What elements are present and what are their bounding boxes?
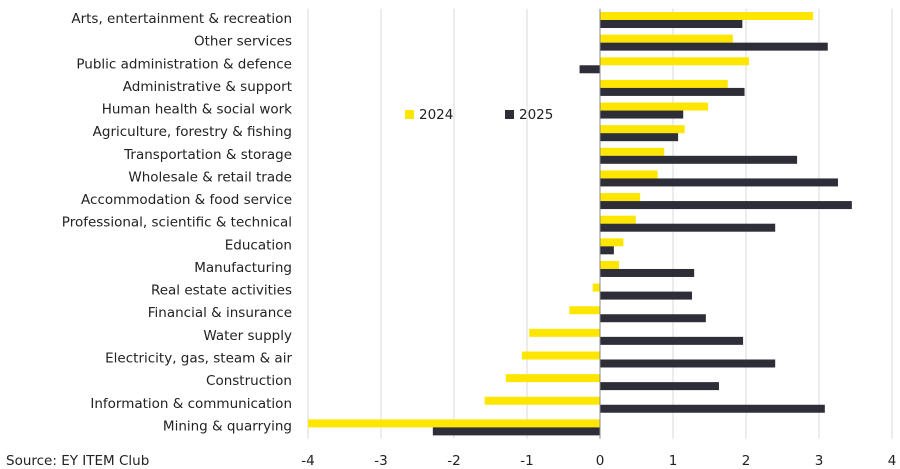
bar xyxy=(600,178,838,187)
bar xyxy=(569,306,600,315)
bar xyxy=(529,328,600,337)
y-tick-label: Administrative & support xyxy=(123,79,292,95)
y-tick-label: Financial & insurance xyxy=(148,305,292,321)
bar xyxy=(600,133,679,142)
y-tick-label: Manufacturing xyxy=(194,260,292,276)
y-tick-label: Wholesale & retail trade xyxy=(128,169,292,185)
y-tick-label: Electricity, gas, steam & air xyxy=(105,350,292,366)
bar xyxy=(600,215,636,224)
y-tick-label: Arts, entertainment & recreation xyxy=(71,11,292,27)
legend-label: 2025 xyxy=(519,107,553,123)
bar xyxy=(308,419,600,428)
bar xyxy=(600,87,745,96)
x-tick-label: 2 xyxy=(742,453,751,469)
bar xyxy=(600,193,641,202)
bar xyxy=(600,382,719,391)
bar xyxy=(600,268,695,277)
bar xyxy=(600,79,728,88)
x-tick-label: -2 xyxy=(447,453,460,469)
y-tick-label: Water supply xyxy=(203,328,292,344)
bar xyxy=(600,359,776,368)
bar xyxy=(600,404,825,413)
x-tick-label: 1 xyxy=(669,453,678,469)
y-tick-label: Professional, scientific & technical xyxy=(62,215,292,231)
y-tick-label: Public administration & defence xyxy=(76,56,292,72)
bar xyxy=(600,314,706,323)
bar xyxy=(505,374,600,383)
bar xyxy=(579,65,600,74)
x-tick-label: 0 xyxy=(596,453,605,469)
bar xyxy=(600,201,852,210)
bar xyxy=(600,34,733,43)
bar xyxy=(484,396,600,405)
bar xyxy=(432,427,600,436)
y-tick-label: Agriculture, forestry & fishing xyxy=(93,124,292,140)
source: Source: EY ITEM Club xyxy=(6,453,149,469)
y-tick-label: Other services xyxy=(194,34,292,50)
y-tick-label: Mining & quarrying xyxy=(163,418,292,434)
bar xyxy=(600,155,798,164)
bar xyxy=(600,20,743,29)
bar xyxy=(600,223,776,232)
x-tick-label: 3 xyxy=(815,453,824,469)
bar xyxy=(600,147,665,156)
bar xyxy=(600,291,692,300)
y-tick-label: Real estate activities xyxy=(151,283,292,299)
y-tick-label: Construction xyxy=(206,373,292,389)
x-tick-label: -3 xyxy=(374,453,387,469)
bar xyxy=(600,246,614,255)
bar xyxy=(600,102,709,111)
y-tick-label: Accommodation & food service xyxy=(81,192,292,208)
legend-label: 2024 xyxy=(419,107,453,123)
bar xyxy=(600,336,744,345)
y-tick-label: Information & communication xyxy=(90,396,292,412)
bar xyxy=(600,260,619,269)
bar xyxy=(600,125,685,134)
bar xyxy=(600,170,658,179)
y-tick-label: Human health & social work xyxy=(102,102,292,118)
bar xyxy=(600,57,749,66)
bar xyxy=(521,351,600,360)
bar xyxy=(600,110,684,119)
bar xyxy=(600,238,624,247)
y-tick-label: Transportation & storage xyxy=(123,147,292,163)
y-tick-label: Education xyxy=(225,237,292,253)
bar xyxy=(600,42,828,51)
bar xyxy=(600,12,814,21)
legend-swatch xyxy=(405,110,414,119)
x-tick-label: 4 xyxy=(888,453,897,469)
x-tick-label: -4 xyxy=(301,453,314,469)
legend-swatch xyxy=(505,110,514,119)
x-tick-label: -1 xyxy=(520,453,533,469)
bar xyxy=(592,283,600,292)
